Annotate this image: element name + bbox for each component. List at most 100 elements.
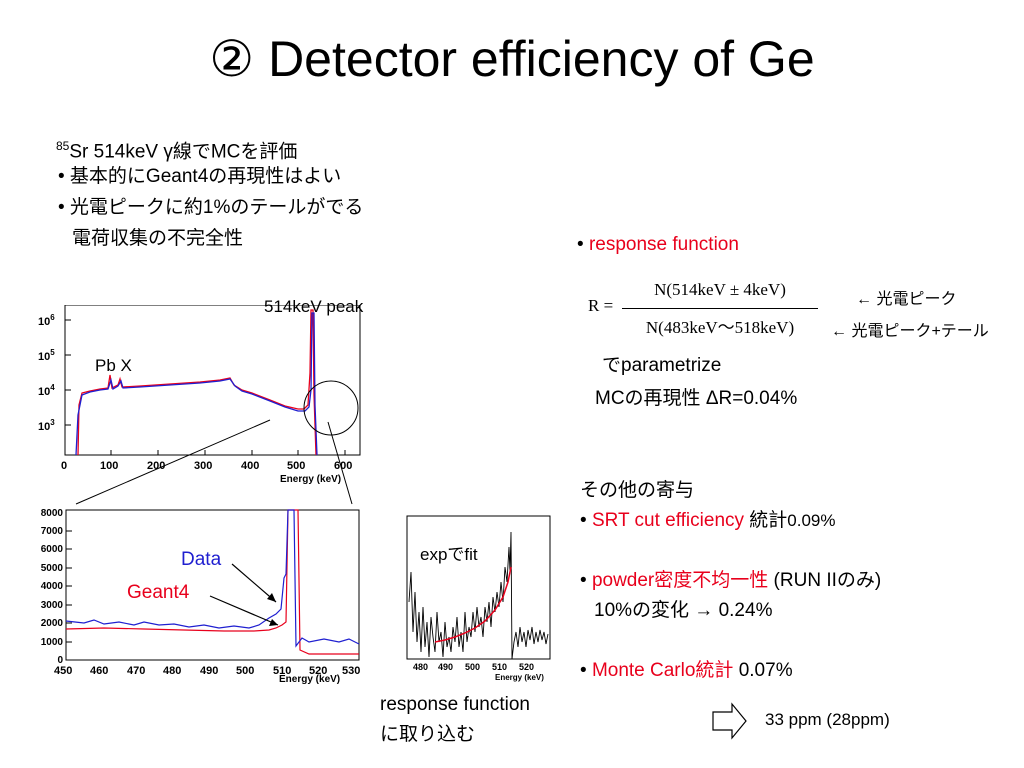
fit-label: expでfit [418,540,480,565]
isotope-mass-number: 85 [56,139,70,153]
zoom-data-curve [65,509,360,648]
spectrum-y-ticks: 103 104 105 106 [38,313,55,433]
contrib-item-srt: • SRT cut efficiency 統計0.09% [580,508,836,534]
fit-x-tick-490: 490 [438,662,453,672]
zoom-y-tick-5000: 5000 [41,563,64,574]
y-tick-1e5: 105 [38,348,55,363]
zoom-connector-lines [75,419,353,505]
zoom-circle [303,380,359,436]
powder-run-note: (RUN IIのみ) [768,570,882,591]
zoom-x-axis-label: Energy (keV) [279,674,340,684]
zoom-x-tick-460: 460 [90,665,108,677]
fit-frame [406,515,551,660]
contrib-item-mc: • Monte Carlo統計 0.07% [580,658,793,684]
srt-label: SRT cut efficiency [591,510,745,531]
fraction-bar [622,308,818,309]
formula-lhs: R = [588,296,614,315]
zoom-tick-marks [66,530,72,643]
zoom-y-tick-0: 0 [57,655,63,666]
zoom-y-tick-labels: 0 1000 2000 3000 4000 5000 6000 7000 800… [41,508,64,666]
geant4-arrowhead [269,619,278,626]
srt-value: 0.09% [787,511,836,530]
data-arrow [231,563,277,603]
x-tick-500: 500 [287,460,305,472]
y-tick-1e3: 103 [38,418,55,433]
geant4-arrow [209,595,279,626]
zoom-y-tick-7000: 7000 [41,526,64,537]
contrib-bullet-2: • [580,570,592,591]
fit-x-tick-510: 510 [492,662,507,672]
zoom-y-tick-6000: 6000 [41,544,64,555]
result-arrow-icon [712,702,747,740]
parametrize-line: でparametrize [602,355,722,376]
total-result: 33 ppm (28ppm) [765,710,890,729]
zoom-y-tick-2000: 2000 [41,618,64,629]
peak-label: 514keV peak [264,297,364,316]
contrib-item-powder: • powder密度不均一性 (RUN IIのみ) [580,568,881,594]
contrib-bullet-1: • [580,510,592,531]
zoom-x-tick-500: 500 [236,665,254,677]
zoom-geant4-curve [65,509,359,655]
fit-x-tick-500: 500 [465,662,480,672]
response-heading: • response function [577,232,739,258]
contrib-header: その他の寄与 [580,480,695,501]
zoom-y-tick-1000: 1000 [41,637,64,648]
y-tick-1e6: 106 [38,313,55,328]
mc-stat-label: Monte Carlo統計 [591,660,734,681]
fit-exp-curve [434,566,512,643]
powder-label: powder密度不均一性 [591,570,769,591]
data-label: Data [181,549,222,570]
geant4-label: Geant4 [127,582,190,603]
zoom-x-tick-510: 510 [273,665,291,677]
data-arrowhead [267,593,276,602]
spectrum-geant4-curve [77,309,317,456]
zoom-y-tick-3000: 3000 [41,600,64,611]
intro-bullet-2: • 光電ピークに約1%のテールがでる [58,197,364,218]
zoom-frame [65,509,360,661]
mc-stat-value: 0.07% [733,660,793,681]
x-tick-200: 200 [147,460,165,472]
zoom-x-tick-labels: 450 460 470 480 490 500 510 520 530 [54,665,360,677]
powder-change-line: 10%の変化 → 0.24% [594,600,773,621]
fit-data-curve [408,531,549,660]
slide-title: ② Detector efficiency of Ge [209,31,815,87]
spectrum-data-curve [75,312,318,456]
fit-plot: 480 490 500 510 520 Energy (keV) [406,515,551,682]
spectrum-tick-marks [65,319,346,455]
x-tick-100: 100 [100,460,118,472]
intro-line1: 85Sr 514keV γ線でMCを評価 [56,133,297,165]
spectrum-plot: 103 104 105 106 0 100 200 300 400 500 60… [38,305,361,485]
spectrum-x-axis-label: Energy (keV) [280,474,341,485]
intro-line1-text: Sr 514keV γ線でMCを評価 [69,141,298,163]
zoom-y-tick-4000: 4000 [41,581,64,592]
fit-caption-line2: に取り込む [380,724,476,745]
note-photopeak: ← 光電ピーク [856,291,957,308]
formula-numerator: N(514keV ± 4keV) [654,280,786,299]
y-tick-1e4: 104 [38,383,55,398]
zoom-plot: 0 1000 2000 3000 4000 5000 6000 7000 800… [41,508,361,684]
x-tick-400: 400 [241,460,259,472]
intro-bullet-2-cont: 電荷収集の不完全性 [72,228,244,249]
note-photopeak-tail: ← 光電ピーク+テール [831,323,989,340]
zoom-x-tick-530: 530 [342,665,360,677]
x-tick-300: 300 [194,460,212,472]
intro-bullet-1: • 基本的にGeant4の再現性はよい [58,166,342,187]
x-tick-0: 0 [61,460,67,472]
fit-caption-line1: response function [380,694,530,715]
srt-stat-label: 統計 [744,510,788,531]
x-tick-600: 600 [334,460,352,472]
fit-x-tick-labels: 480 490 500 510 520 [413,662,534,672]
zoom-x-tick-470: 470 [127,665,145,677]
response-title: response function [588,234,739,255]
contrib-bullet-3: • [580,660,592,681]
pbx-label: Pb X [95,356,132,375]
zoom-x-tick-450: 450 [54,665,72,677]
fit-x-tick-480: 480 [413,662,428,672]
zoom-y-tick-8000: 8000 [41,508,64,519]
zoom-x-tick-490: 490 [200,665,218,677]
response-bullet: • [577,234,589,255]
fit-x-axis-label: Energy (keV) [495,673,544,682]
fit-x-tick-520: 520 [519,662,534,672]
zoom-x-tick-520: 520 [309,665,327,677]
formula-denominator: N(483keV〜518keV) [645,318,795,337]
